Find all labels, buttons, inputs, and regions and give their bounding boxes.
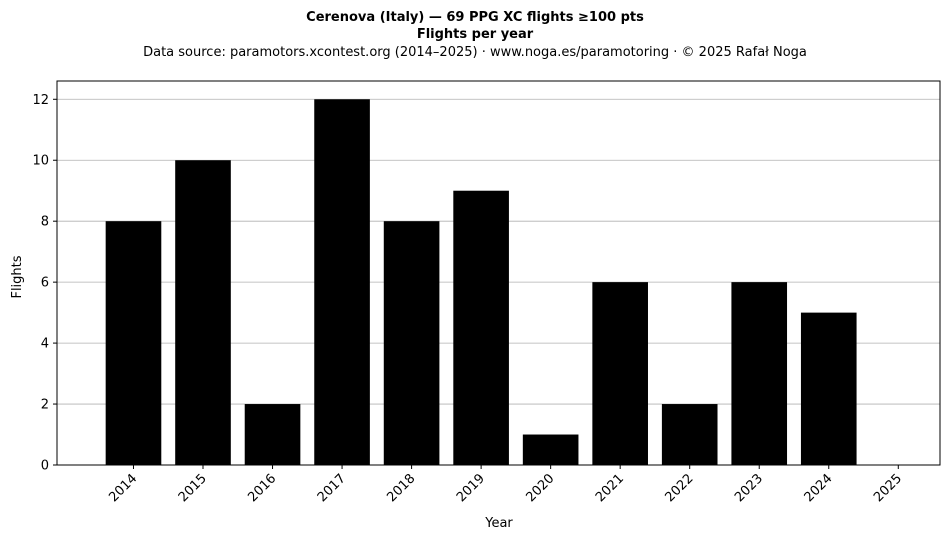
y-tick-label: 4 bbox=[41, 337, 49, 352]
y-axis: 0 2 4 6 8 10 12 bbox=[32, 93, 57, 474]
chart-subtitle: Flights per year bbox=[417, 27, 534, 42]
plot-area-frame bbox=[56, 80, 941, 466]
x-axis-label: Year bbox=[484, 516, 513, 531]
y-tick-label: 12 bbox=[32, 93, 49, 108]
y-axis-label: Flights bbox=[10, 255, 25, 298]
y-tick-label: 6 bbox=[41, 276, 49, 291]
bar-2018 bbox=[383, 221, 440, 465]
x-tick-label: 2016 bbox=[245, 471, 279, 505]
y-tick-label: 10 bbox=[32, 154, 49, 169]
bar-2017 bbox=[314, 99, 370, 466]
x-tick-label: 2019 bbox=[454, 471, 488, 505]
x-tick-label: 2017 bbox=[315, 471, 349, 505]
bar-2015 bbox=[175, 160, 231, 465]
bar-2016 bbox=[244, 404, 301, 465]
x-tick-label: 2015 bbox=[176, 471, 210, 505]
x-tick-label: 2022 bbox=[663, 471, 697, 505]
x-tick-label: 2018 bbox=[384, 471, 418, 505]
bar-2019 bbox=[453, 190, 509, 465]
y-tick-label: 2 bbox=[41, 398, 49, 413]
bar-2022 bbox=[661, 404, 718, 465]
x-tick-label: 2020 bbox=[523, 471, 557, 505]
x-tick-label: 2014 bbox=[106, 471, 140, 505]
x-tick-label: 2021 bbox=[593, 471, 627, 505]
chart-title: Cerenova (Italy) — 69 PPG XC flights ≥10… bbox=[306, 10, 644, 25]
bars bbox=[105, 99, 857, 466]
bar-2014 bbox=[105, 221, 162, 465]
bar-2021 bbox=[592, 282, 648, 465]
y-tick-label: 8 bbox=[41, 215, 49, 230]
y-tick-label: 0 bbox=[41, 459, 49, 474]
x-tick-label: 2023 bbox=[732, 471, 766, 505]
bar-2023 bbox=[731, 282, 788, 465]
x-tick-label: 2025 bbox=[871, 471, 905, 505]
bar-2020 bbox=[522, 434, 579, 465]
x-tick-label: 2024 bbox=[802, 471, 836, 505]
x-axis: 2014 2015 2016 2017 2018 2019 2020 2021 2022 2023… bbox=[106, 465, 905, 505]
bar-2024 bbox=[800, 312, 857, 465]
chart-source-note: Data source: paramotors.xcontest.org (20… bbox=[143, 45, 807, 60]
